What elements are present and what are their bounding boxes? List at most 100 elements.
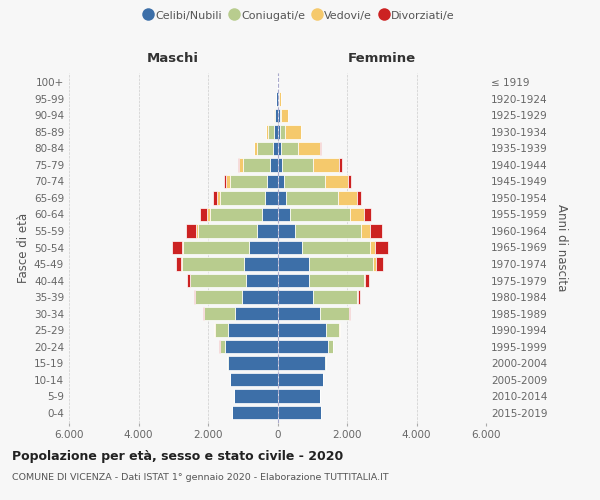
Bar — [277, 274, 309, 287]
Bar — [277, 142, 281, 155]
Bar — [281, 108, 288, 122]
Bar — [232, 406, 277, 419]
Bar — [262, 208, 277, 221]
Bar — [187, 224, 196, 238]
Bar — [374, 240, 388, 254]
Bar — [198, 224, 257, 238]
Bar — [184, 240, 249, 254]
Text: Maschi: Maschi — [147, 52, 199, 65]
Bar — [272, 142, 277, 155]
Bar — [286, 125, 301, 138]
Bar — [358, 290, 359, 304]
Bar — [328, 340, 332, 353]
Bar — [210, 208, 262, 221]
Bar — [281, 142, 298, 155]
Bar — [242, 290, 277, 304]
Bar — [228, 356, 277, 370]
Bar — [230, 174, 268, 188]
Bar — [243, 158, 270, 172]
Bar — [364, 274, 365, 287]
Bar — [277, 158, 282, 172]
Bar — [196, 290, 242, 304]
Bar — [295, 224, 361, 238]
Bar — [187, 274, 190, 287]
Bar — [277, 125, 280, 138]
Bar — [277, 257, 309, 271]
Bar — [268, 174, 277, 188]
Bar — [347, 174, 351, 188]
Bar — [203, 307, 204, 320]
Text: COMUNE DI VICENZA - Dati ISTAT 1° gennaio 2020 - Elaborazione TUTTITALIA.IT: COMUNE DI VICENZA - Dati ISTAT 1° gennai… — [12, 472, 389, 482]
Bar — [238, 158, 239, 172]
Bar — [309, 257, 373, 271]
Bar — [349, 307, 350, 320]
Bar — [245, 274, 277, 287]
Bar — [326, 324, 340, 337]
Bar — [313, 290, 358, 304]
Y-axis label: Fasce di età: Fasce di età — [17, 212, 30, 282]
Bar — [190, 274, 245, 287]
Bar — [373, 257, 376, 271]
Bar — [249, 240, 277, 254]
Bar — [196, 224, 198, 238]
Bar — [275, 108, 277, 122]
Bar — [270, 158, 277, 172]
Bar — [277, 191, 286, 204]
Bar — [215, 324, 228, 337]
Bar — [361, 224, 370, 238]
Y-axis label: Anni di nascita: Anni di nascita — [554, 204, 568, 291]
Bar — [282, 158, 313, 172]
Bar — [290, 208, 350, 221]
Bar — [277, 290, 313, 304]
Bar — [176, 257, 181, 271]
Bar — [200, 208, 207, 221]
Bar — [284, 174, 325, 188]
Bar — [265, 191, 277, 204]
Bar — [224, 340, 277, 353]
Bar — [224, 174, 226, 188]
Bar — [277, 406, 321, 419]
Bar — [277, 390, 320, 403]
Bar — [181, 257, 182, 271]
Bar — [276, 92, 277, 106]
Bar — [279, 92, 281, 106]
Bar — [277, 92, 278, 106]
Bar — [227, 356, 228, 370]
Bar — [286, 191, 338, 204]
Bar — [230, 373, 277, 386]
Text: Popolazione per età, sesso e stato civile - 2020: Popolazione per età, sesso e stato civil… — [12, 450, 343, 463]
Bar — [357, 191, 361, 204]
Bar — [277, 174, 284, 188]
Legend: Celibi/Nubili, Coniugati/e, Vedovi/e, Divorziati/e: Celibi/Nubili, Coniugati/e, Vedovi/e, Di… — [141, 6, 459, 25]
Bar — [364, 208, 371, 221]
Bar — [277, 208, 290, 221]
Bar — [272, 108, 274, 122]
Bar — [182, 240, 184, 254]
Bar — [277, 108, 280, 122]
Bar — [274, 108, 275, 122]
Bar — [207, 208, 210, 221]
Bar — [274, 125, 277, 138]
Bar — [194, 290, 196, 304]
Bar — [220, 191, 265, 204]
Bar — [172, 240, 182, 254]
Bar — [309, 274, 364, 287]
Bar — [234, 390, 277, 403]
Bar — [204, 307, 235, 320]
Bar — [277, 324, 326, 337]
Bar — [277, 340, 328, 353]
Bar — [313, 158, 339, 172]
Bar — [266, 125, 268, 138]
Bar — [277, 356, 325, 370]
Bar — [254, 142, 257, 155]
Bar — [244, 257, 277, 271]
Bar — [339, 158, 342, 172]
Bar — [350, 208, 364, 221]
Bar — [239, 158, 243, 172]
Bar — [302, 240, 370, 254]
Bar — [277, 307, 320, 320]
Bar — [182, 257, 244, 271]
Bar — [235, 307, 277, 320]
Bar — [338, 191, 357, 204]
Bar — [220, 340, 224, 353]
